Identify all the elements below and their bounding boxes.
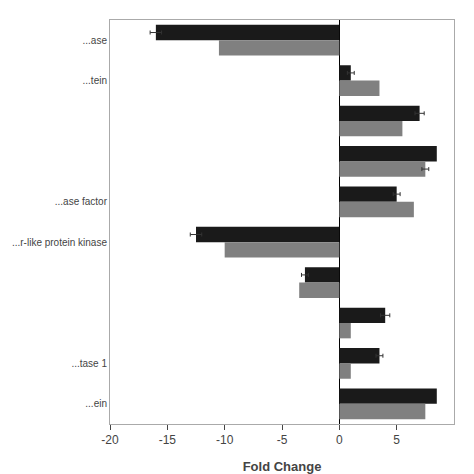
svg-text:-20: -20 xyxy=(101,433,119,447)
svg-text:...ein: ...ein xyxy=(85,398,107,409)
svg-text:...ase factor: ...ase factor xyxy=(55,196,108,207)
svg-text:0: 0 xyxy=(336,433,343,447)
svg-text:...tein: ...tein xyxy=(83,75,107,86)
svg-text:Fold Change: Fold Change xyxy=(243,459,322,474)
svg-text:...r-like protein kinase: ...r-like protein kinase xyxy=(12,237,107,248)
svg-text:-10: -10 xyxy=(216,433,234,447)
svg-text:...ase: ...ase xyxy=(83,35,108,46)
svg-text:...tase 1: ...tase 1 xyxy=(71,358,107,369)
svg-text:-5: -5 xyxy=(277,433,288,447)
svg-text:-15: -15 xyxy=(159,433,177,447)
svg-text:5: 5 xyxy=(393,433,400,447)
